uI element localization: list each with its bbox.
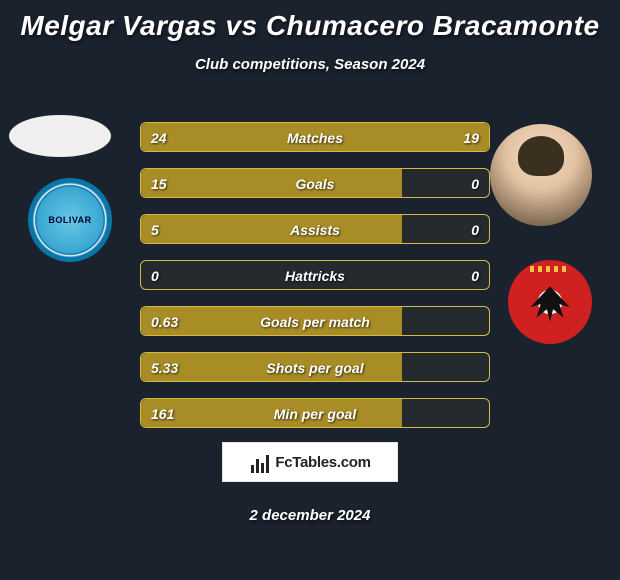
stat-row-min-per-goal: 161 Min per goal [140,398,490,428]
stat-row-goals: 15 Goals 0 [140,168,490,198]
stat-row-assists: 5 Assists 0 [140,214,490,244]
val-right: 0 [471,261,479,290]
brand-text: FcTables.com [275,454,370,471]
crest-left-text: BOLIVAR [48,215,91,225]
stat-label: Goals [141,169,489,198]
stats-bars: 24 Matches 19 15 Goals 0 5 Assists 0 0 H… [140,122,490,444]
stat-row-matches: 24 Matches 19 [140,122,490,152]
eagle-icon [524,276,576,328]
stat-row-hattricks: 0 Hattricks 0 [140,260,490,290]
val-right: 0 [471,169,479,198]
player-left-avatar [9,115,111,157]
page-subtitle: Club competitions, Season 2024 [0,56,620,73]
brand-barchart-icon [249,451,271,473]
player-right-avatar [490,124,592,226]
club-crest-left: BOLIVAR [28,178,112,262]
stat-label: Goals per match [141,307,489,336]
val-right: 0 [471,215,479,244]
stat-label: Assists [141,215,489,244]
stat-row-shots-per-goal: 5.33 Shots per goal [140,352,490,382]
val-right: 19 [463,123,479,152]
stat-label: Min per goal [141,399,489,428]
brand-logo[interactable]: FcTables.com [222,442,398,482]
club-crest-right [508,260,592,344]
footer-date: 2 december 2024 [0,507,620,524]
page-title: Melgar Vargas vs Chumacero Bracamonte [0,0,620,42]
stat-label: Hattricks [141,261,489,290]
stat-label: Shots per goal [141,353,489,382]
stat-label: Matches [141,123,489,152]
stat-row-goals-per-match: 0.63 Goals per match [140,306,490,336]
